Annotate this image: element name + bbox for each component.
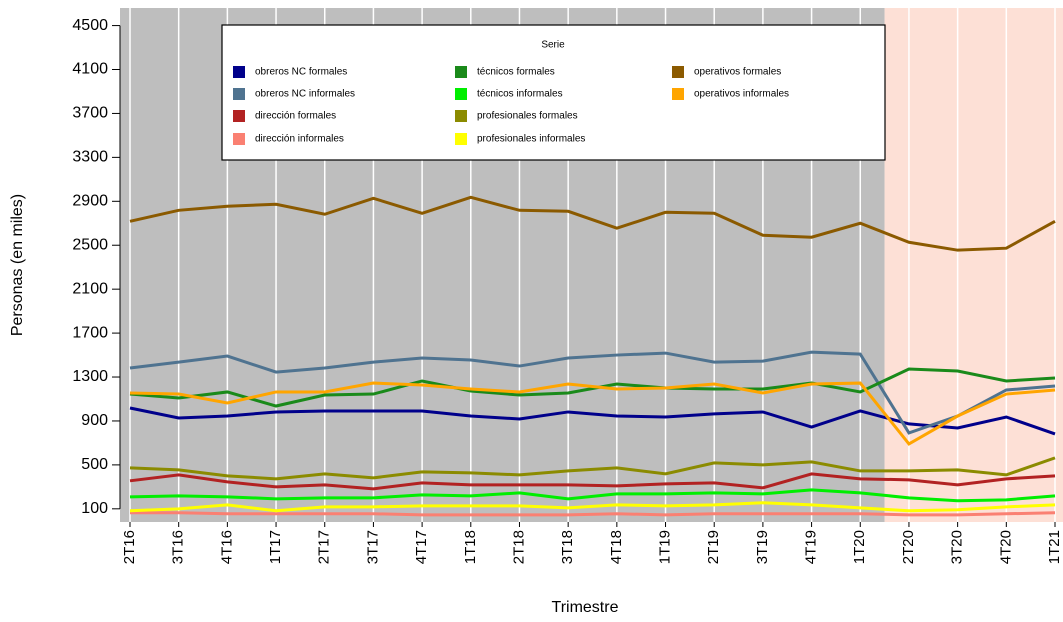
legend-swatch — [455, 66, 467, 78]
data-line — [129, 501, 1056, 513]
x-axis-label: Trimestre — [552, 599, 619, 616]
data-line — [130, 511, 1056, 517]
y-tick-label: 900 — [81, 412, 108, 429]
y-tick-label: 1300 — [72, 368, 108, 385]
x-tick-label: 2T18 — [510, 530, 527, 564]
y-tick-label: 500 — [81, 456, 108, 473]
highlight-region — [884, 8, 1063, 522]
x-tick-label: 2T20 — [900, 530, 917, 564]
y-axis-label: Personas (en miles) — [9, 194, 26, 336]
legend-label: obreros NC informales — [255, 89, 355, 100]
y-tick-label: 4500 — [72, 17, 108, 34]
data-line — [129, 488, 1056, 503]
legend-label: dirección informales — [255, 134, 344, 145]
x-tick-label: 4T16 — [218, 530, 235, 564]
x-tick-label: 2T17 — [316, 530, 333, 564]
x-tick-label: 3T19 — [754, 530, 771, 564]
legend-swatch — [455, 88, 467, 100]
x-tick-label: 1T20 — [851, 530, 868, 564]
data-line — [129, 472, 1056, 491]
legend-label: operativos formales — [694, 67, 781, 78]
y-tick-label: 100 — [81, 500, 108, 517]
data-line — [129, 456, 1056, 481]
y-tick-label: 3700 — [72, 105, 108, 122]
y-tick-label: 3300 — [72, 149, 108, 166]
x-tick-label: 4T20 — [997, 530, 1014, 564]
x-tick-label: 4T17 — [413, 530, 430, 564]
x-tick-label: 2T19 — [705, 530, 722, 564]
legend-swatch — [233, 110, 245, 122]
x-tick-label: 4T19 — [803, 530, 820, 564]
x-tick-label: 1T18 — [462, 530, 479, 564]
data-line — [129, 367, 1056, 408]
x-tick-label: 2T16 — [121, 530, 138, 564]
legend-label: obreros NC formales — [255, 67, 347, 78]
y-tick-label: 2500 — [72, 236, 108, 253]
legend-swatch — [672, 66, 684, 78]
legend-swatch — [233, 66, 245, 78]
x-tick-label: 3T17 — [364, 530, 381, 564]
x-tick-label: 3T20 — [949, 530, 966, 564]
legend-swatch — [455, 133, 467, 145]
x-tick-label: 1T21 — [1046, 530, 1063, 564]
y-tick-label: 4100 — [72, 61, 108, 78]
x-tick-label: 3T18 — [559, 530, 576, 564]
y-tick-label: 1700 — [72, 324, 108, 341]
x-tick-label: 4T18 — [608, 530, 625, 564]
legend-label: profesionales formales — [477, 111, 578, 122]
legend-label: técnicos formales — [477, 67, 555, 78]
legend-label: profesionales informales — [477, 134, 585, 145]
x-tick-label: 1T17 — [267, 530, 284, 564]
legend-label: dirección formales — [255, 111, 336, 122]
legend-swatch — [455, 110, 467, 122]
data-line — [129, 381, 1056, 446]
x-tick-label: 1T19 — [656, 530, 673, 564]
legend-label: técnicos informales — [477, 89, 563, 100]
legend-title: Serie — [541, 40, 565, 51]
legend-box — [221, 24, 886, 161]
data-line — [129, 350, 1056, 435]
y-tick-label: 2900 — [72, 193, 108, 210]
x-tick-label: 3T16 — [170, 530, 187, 564]
legend-swatch — [672, 88, 684, 100]
legend-label: operativos informales — [694, 89, 789, 100]
data-line — [129, 195, 1056, 252]
legend-swatch — [233, 133, 245, 145]
legend-swatch — [233, 88, 245, 100]
y-tick-label: 2100 — [72, 280, 108, 297]
